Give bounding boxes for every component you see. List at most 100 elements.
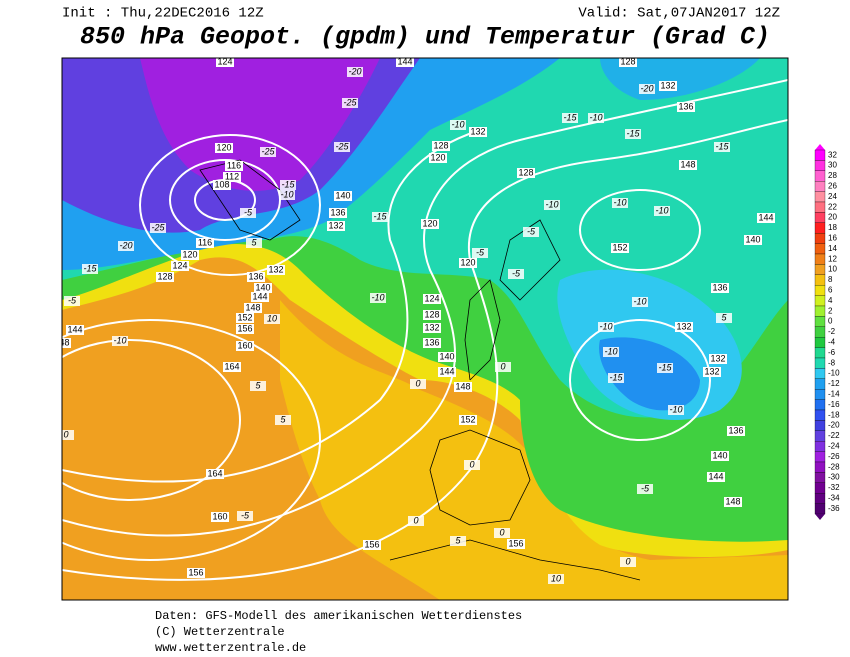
temperature-label: -10: [113, 335, 126, 345]
temperature-label: -5: [476, 247, 485, 257]
colorbar-label: -30: [828, 473, 840, 482]
geopotential-label-box: [62, 338, 71, 348]
temperature-label-box: [240, 208, 256, 218]
geopotential-label: 140: [255, 282, 270, 292]
temperature-label: 0: [469, 459, 474, 469]
colorbar-label: -36: [828, 504, 840, 513]
temperature-label-box: [608, 373, 624, 383]
temperature-label: -25: [335, 141, 349, 151]
temperature-label-box: [410, 379, 426, 389]
geopotential-label: 148: [455, 381, 470, 391]
colorbar-label: 20: [828, 213, 837, 222]
geopotential-label: 136: [330, 207, 345, 217]
geopotential-label-box: [363, 540, 381, 550]
temperature-label: -10: [604, 346, 617, 356]
geopotential-label-box: [236, 313, 254, 323]
geopotential-label-box: [675, 322, 693, 332]
geopotential-label: 148: [245, 302, 260, 312]
geopotential-label: 156: [188, 567, 203, 577]
colorbar-label: -28: [828, 462, 840, 471]
temperature-label: 10: [551, 573, 561, 583]
colorbar-cell: [814, 399, 826, 411]
temperature-label-box: [64, 296, 80, 306]
colorbar-cell: [814, 149, 826, 161]
temperature-label-box: [548, 574, 564, 584]
temperature-label: -15: [563, 112, 577, 122]
geopotential-label: 148: [54, 337, 69, 347]
geopotential-label: 164: [224, 361, 239, 371]
geopotential-label: 132: [660, 80, 675, 90]
geopotential-label-box: [181, 250, 199, 260]
geopotential-label: 132: [424, 322, 439, 332]
geopotential-label: 132: [328, 220, 343, 230]
colorbar-cell: [814, 482, 826, 494]
colorbar-cell: [814, 253, 826, 265]
colorbar-label: 2: [828, 306, 833, 315]
temperature-label-box: [494, 528, 510, 538]
temperature-label: -10: [599, 321, 612, 331]
geopotential-label-box: [619, 58, 637, 67]
geopotential-label: 144: [439, 366, 454, 376]
temperature-label: -10: [633, 296, 646, 306]
geopotential-label: 116: [198, 237, 212, 247]
geopotential-label: 128: [620, 56, 635, 66]
geopotential-label-box: [677, 102, 695, 112]
geopotential-label: 136: [728, 425, 743, 435]
temperature-label: -10: [655, 205, 668, 215]
temperature-label: -20: [640, 83, 653, 93]
temperature-label: -10: [669, 404, 682, 414]
geopotential-label: 132: [470, 126, 485, 136]
geopotential-label: 140: [335, 190, 350, 200]
temperature-label-box: [495, 362, 511, 372]
colorbar-label: 18: [828, 223, 837, 232]
geopotential-label: 140: [712, 450, 727, 460]
temperature-label-box: [408, 516, 424, 526]
temperature-label-box: [657, 363, 673, 373]
colorbar-label: 24: [828, 192, 837, 201]
colorbar-cell: [814, 357, 826, 369]
geopotential-label-box: [171, 261, 189, 271]
colorbar-label: -34: [828, 494, 840, 503]
geopotential-label-box: [727, 426, 745, 436]
temperature-label-box: [342, 98, 358, 108]
geopotential-label-box: [459, 415, 477, 425]
temperature-label: -20: [119, 240, 132, 250]
colorbar-label: -32: [828, 483, 840, 492]
geopotential-label-box: [329, 208, 347, 218]
footer-line: www.wetterzentrale.de: [155, 641, 306, 655]
geopotential-label-box: [225, 161, 243, 171]
map-area: 124 144 1281321361321281201201161121081401…: [54, 56, 788, 600]
temperature-label-box: [508, 269, 524, 279]
temperature-label-box: [334, 142, 350, 152]
geopotential-label-box: [469, 127, 487, 137]
temperature-label-box: [464, 460, 480, 470]
colorbar-cell: [814, 274, 826, 286]
temperature-label-box: [544, 200, 560, 210]
temperature-label: 0: [500, 361, 505, 371]
temperature-label: -15: [83, 263, 97, 273]
colorbar-label: -8: [828, 358, 836, 367]
temperature-label-box: [632, 297, 648, 307]
temperature-label: -5: [512, 268, 521, 278]
temperature-label-box: [150, 223, 166, 233]
temperature-label: -5: [244, 207, 253, 217]
temperature-label-box: [716, 313, 732, 323]
geopotential-label-box: [611, 243, 629, 253]
purple-core: [140, 58, 380, 191]
geopotential-label: 132: [710, 353, 725, 363]
geopotential-label: 144: [397, 56, 412, 66]
colorbar-label: 4: [828, 296, 833, 305]
geopotential-label: 128: [433, 140, 448, 150]
geopotential-label: 152: [612, 242, 627, 252]
temperature-label-box: [612, 198, 628, 208]
temperature-label: 5: [455, 535, 461, 545]
temperature-label-box: [347, 67, 363, 77]
geopotential-label-box: [429, 153, 447, 163]
map-frame: [61, 57, 789, 601]
temperature-label-box: [112, 336, 128, 346]
init-time: Init : Thu,22DEC2016 12Z: [62, 6, 264, 22]
geopotential-label-box: [744, 235, 762, 245]
geopotential-label-box: [703, 367, 721, 377]
colorbar-label: -14: [828, 390, 840, 399]
